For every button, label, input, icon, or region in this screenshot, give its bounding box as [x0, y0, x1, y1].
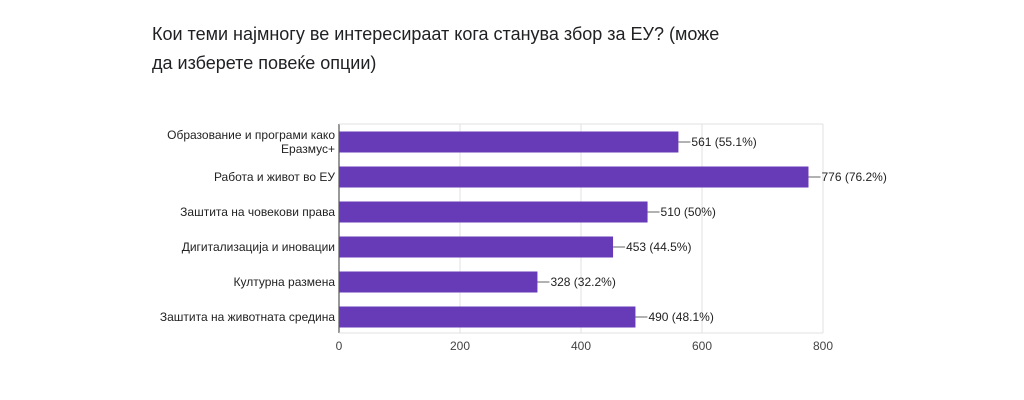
- bar: [339, 236, 614, 258]
- bar: [339, 201, 648, 223]
- bar: [339, 306, 636, 328]
- category-label: Заштита на животната средина: [160, 310, 335, 324]
- x-tick-label: 800: [813, 339, 833, 353]
- value-labels: 561 (55.1%) 776 (76.2%) 510 (50%) 453 (44.5…: [537, 135, 887, 324]
- category-label: Образование и програми како Еразмус+: [167, 128, 335, 156]
- value-label: 490 (48.1%): [648, 310, 713, 324]
- category-labels: Образование и програми како Еразмус+ Работ…: [160, 128, 335, 324]
- x-tick-label: 600: [692, 339, 712, 353]
- x-tick-label: 200: [450, 339, 470, 353]
- category-label: Заштита на човекови права: [180, 205, 335, 219]
- bar: [339, 131, 679, 153]
- value-label: 776 (76.2%): [821, 170, 886, 184]
- value-label: 453 (44.5%): [626, 240, 691, 254]
- chart-bars: [339, 131, 809, 328]
- bar: [339, 271, 538, 293]
- x-axis-ticks: 0 200 400 600 800: [336, 339, 834, 353]
- category-label: Културна размена: [234, 275, 336, 289]
- category-label: Дигитализација и иновации: [182, 240, 335, 254]
- x-tick-label: 400: [571, 339, 591, 353]
- bar: [339, 166, 809, 188]
- value-label: 510 (50%): [661, 205, 716, 219]
- category-label: Работа и живот во ЕУ: [214, 170, 335, 184]
- x-tick-label: 0: [336, 339, 343, 353]
- value-label: 328 (32.2%): [550, 275, 615, 289]
- chart-grid: [338, 123, 824, 334]
- question-title: Кои теми најмногу ве интересираат кога с…: [152, 24, 720, 73]
- value-label: 561 (55.1%): [691, 135, 756, 149]
